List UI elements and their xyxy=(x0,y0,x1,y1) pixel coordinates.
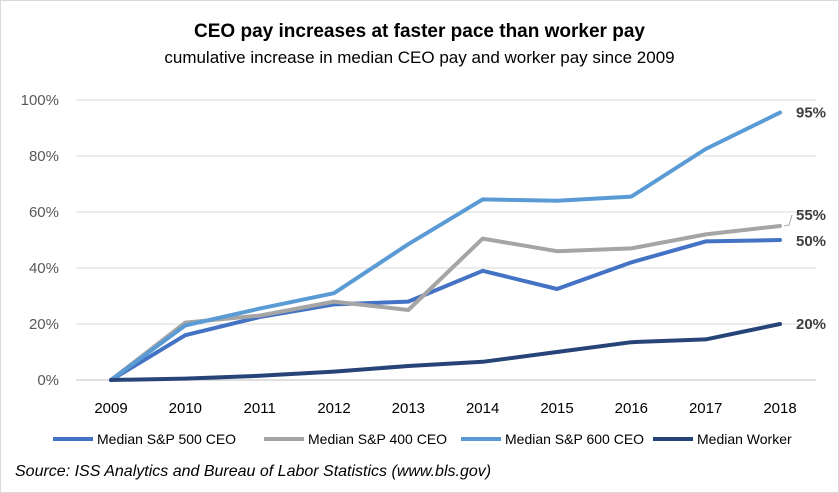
chart-subtitle: cumulative increase in median CEO pay an… xyxy=(164,48,675,67)
end-label: 55% xyxy=(796,207,826,224)
y-axis-ticks: 0% 20% 40% 60% 80% 100% xyxy=(21,92,59,389)
label-leader-line xyxy=(783,214,793,227)
legend-label: Median S&P 500 CEO xyxy=(97,431,236,447)
series-lines xyxy=(109,110,782,382)
x-tick-label: 2011 xyxy=(244,400,276,417)
y-tick-label: 60% xyxy=(29,204,59,221)
line-chart: 0%20%40%60%80%100% 2009 2010 2011 2012 2013 2… xyxy=(21,92,826,447)
end-label: 50% xyxy=(796,233,826,250)
series-line-0 xyxy=(109,238,782,382)
source-note: Source: ISS Analytics and Bureau of Labo… xyxy=(15,463,492,480)
legend-label: Median Worker xyxy=(697,431,792,447)
end-labels: 50% 55% 95% 20% xyxy=(783,105,826,333)
x-tick-label: 2013 xyxy=(392,400,425,417)
x-tick-label: 2015 xyxy=(540,400,573,417)
x-tick-label: 2014 xyxy=(466,400,499,417)
y-tick-label: 40% xyxy=(29,260,59,277)
end-label: 95% xyxy=(796,105,826,122)
legend: Median S&P 500 CEO Median S&P 400 CEO Medi… xyxy=(53,431,792,447)
y-tick-label: 80% xyxy=(29,148,59,165)
series-line-1 xyxy=(109,224,782,382)
y-tick-label: 20% xyxy=(29,316,59,333)
legend-label: Median S&P 400 CEO xyxy=(308,431,447,447)
x-tick-label: 2017 xyxy=(689,400,722,417)
y-tick-label: 0% xyxy=(37,372,59,389)
legend-label: Median S&P 600 CEO xyxy=(505,431,644,447)
y-tick-label: 100% xyxy=(21,92,59,109)
series-line-2 xyxy=(109,110,782,382)
end-label: 20% xyxy=(796,316,826,333)
series-line-3 xyxy=(109,322,782,382)
x-tick-label: 2010 xyxy=(169,400,202,417)
chart-title: CEO pay increases at faster pace than wo… xyxy=(194,21,645,42)
x-tick-label: 2018 xyxy=(763,400,796,417)
x-tick-label: 2012 xyxy=(317,400,350,417)
x-axis-ticks: 2009 2010 2011 2012 2013 2014 2015 2016 2017 2018 xyxy=(94,400,796,417)
x-tick-label: 2016 xyxy=(615,400,648,417)
x-tick-label: 2009 xyxy=(94,400,127,417)
